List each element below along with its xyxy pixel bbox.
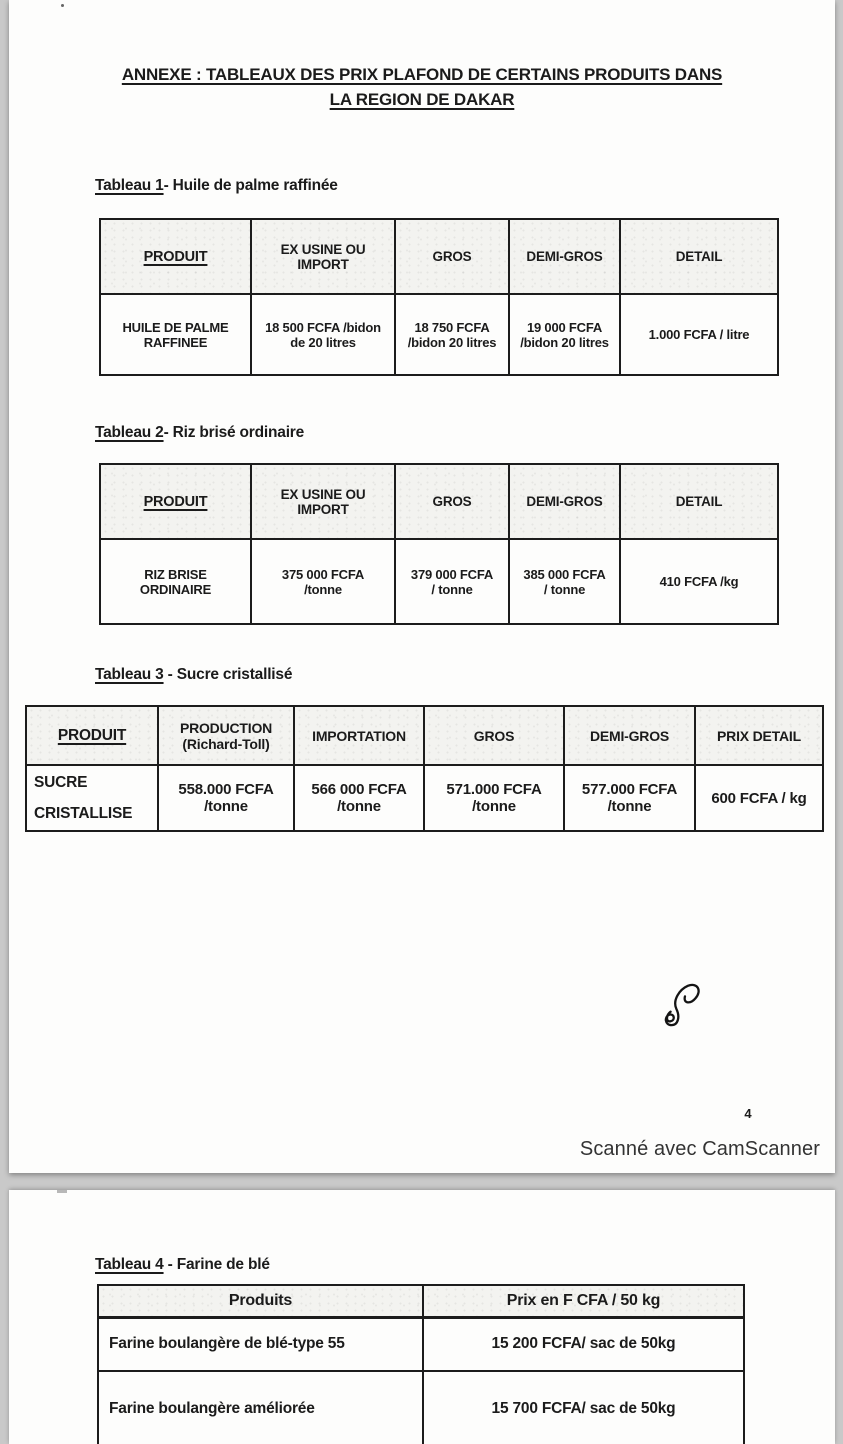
header-cell-demi-gros: DEMI-GROS xyxy=(563,705,696,766)
header-cell-detail: DETAIL xyxy=(619,463,779,540)
data-cell-demi-gros: 385 000 FCFA / tonne xyxy=(508,538,621,625)
table-1-heading-label: Tableau 1 xyxy=(95,177,164,194)
scanned-page-2: Tableau 4 - Farine de blé Produits Prix … xyxy=(9,1190,835,1444)
header-cell-produit: PRODUIT xyxy=(99,463,252,540)
table-row: RIZ BRISE ORDINAIRE 375 000 FCFA /tonne … xyxy=(99,538,779,625)
document-title-line-1: ANNEXE : TABLEAUX DES PRIX PLAFOND DE CE… xyxy=(121,65,723,84)
table-3-heading-rest: - Sucre cristallisé xyxy=(163,666,293,683)
header-cell-ex-usine: EX USINE OU IMPORT xyxy=(250,463,396,540)
table-3-heading: Tableau 3 - Sucre cristallisé xyxy=(95,666,292,684)
header-cell-prix: Prix en F CFA / 50 kg xyxy=(422,1284,745,1319)
table-2-heading: Tableau 2- Riz brisé ordinaire xyxy=(95,424,304,442)
header-cell-importation: IMPORTATION xyxy=(293,705,425,766)
data-cell-produit: Farine boulangère améliorée xyxy=(97,1370,424,1444)
scanned-page-1: ANNEXE : TABLEAUX DES PRIX PLAFOND DE CE… xyxy=(9,0,835,1173)
data-cell-produit: HUILE DE PALME RAFFINEE xyxy=(99,293,252,376)
header-cell-produit: PRODUIT xyxy=(25,705,159,766)
data-cell-gros: 379 000 FCFA / tonne xyxy=(394,538,510,625)
data-cell-prix: 15 700 FCFA/ sac de 50kg xyxy=(422,1370,745,1444)
data-cell-produit: Farine boulangère de blé-type 55 xyxy=(97,1316,424,1372)
camscanner-watermark: Scanné avec CamScanner xyxy=(579,1138,820,1160)
header-cell-ex-usine: EX USINE OU IMPORT xyxy=(250,218,396,295)
data-cell-gros: 18 750 FCFA /bidon 20 litres xyxy=(394,293,510,376)
data-cell-prix-detail: 600 FCFA / kg xyxy=(694,764,824,832)
page-number: 4 xyxy=(744,1106,752,1121)
data-cell-detail: 410 FCFA /kg xyxy=(619,538,779,625)
table-row: SUCRE CRISTALLISE 558.000 FCFA /tonne 56… xyxy=(25,764,824,832)
signature-scribble-icon xyxy=(664,983,700,1027)
price-table-sucre-cristallise: PRODUIT PRODUCTION (Richard-Toll) IMPORT… xyxy=(25,705,824,832)
table-1-heading-rest: - Huile de palme raffinée xyxy=(163,177,338,194)
price-table-huile-de-palme: PRODUIT EX USINE OU IMPORT GROS DEMI-GRO… xyxy=(99,218,779,376)
header-cell-gros: GROS xyxy=(394,218,510,295)
header-cell-gros: GROS xyxy=(394,463,510,540)
table-row: Farine boulangère améliorée 15 700 FCFA/… xyxy=(97,1370,745,1444)
data-cell-gros: 571.000 FCFA /tonne xyxy=(423,764,565,832)
scan-artifact-dot xyxy=(61,4,64,7)
header-cell-gros: GROS xyxy=(423,705,565,766)
header-cell-produits: Produits xyxy=(97,1284,424,1319)
table-4-heading-rest: - Farine de blé xyxy=(163,1256,270,1273)
table-row: Farine boulangère de blé-type 55 15 200 … xyxy=(97,1316,745,1372)
table-row: HUILE DE PALME RAFFINEE 18 500 FCFA /bid… xyxy=(99,293,779,376)
header-cell-produit: PRODUIT xyxy=(99,218,252,295)
data-cell-produit: RIZ BRISE ORDINAIRE xyxy=(99,538,252,625)
table-4-heading-label: Tableau 4 xyxy=(95,1256,164,1273)
price-table-riz-brise: PRODUIT EX USINE OU IMPORT GROS DEMI-GRO… xyxy=(99,463,779,625)
data-cell-ex-usine: 375 000 FCFA /tonne xyxy=(250,538,396,625)
table-header-row: PRODUIT EX USINE OU IMPORT GROS DEMI-GRO… xyxy=(99,463,779,540)
table-header-row: PRODUIT PRODUCTION (Richard-Toll) IMPORT… xyxy=(25,705,824,766)
table-2-heading-rest: - Riz brisé ordinaire xyxy=(163,424,305,441)
document-title: ANNEXE : TABLEAUX DES PRIX PLAFOND DE CE… xyxy=(9,62,835,112)
header-cell-demi-gros: DEMI-GROS xyxy=(508,463,621,540)
table-header-row: Produits Prix en F CFA / 50 kg xyxy=(97,1284,745,1319)
table-3-heading-label: Tableau 3 xyxy=(95,666,164,683)
table-1-heading: Tableau 1- Huile de palme raffinée xyxy=(95,177,338,195)
document-title-line-2: LA REGION DE DAKAR xyxy=(329,90,515,109)
scan-artifact-dash xyxy=(57,1190,67,1193)
data-cell-demi-gros: 577.000 FCFA /tonne xyxy=(563,764,696,832)
header-cell-demi-gros: DEMI-GROS xyxy=(508,218,621,295)
table-header-row: PRODUIT EX USINE OU IMPORT GROS DEMI-GRO… xyxy=(99,218,779,295)
data-cell-importation: 566 000 FCFA /tonne xyxy=(293,764,425,832)
table-2-heading-label: Tableau 2 xyxy=(95,424,164,441)
table-4-heading: Tableau 4 - Farine de blé xyxy=(95,1256,270,1274)
header-cell-prix-detail: PRIX DETAIL xyxy=(694,705,824,766)
data-cell-production: 558.000 FCFA /tonne xyxy=(157,764,295,832)
price-table-farine-de-ble: Produits Prix en F CFA / 50 kg Farine bo… xyxy=(97,1284,745,1444)
header-cell-detail: DETAIL xyxy=(619,218,779,295)
data-cell-demi-gros: 19 000 FCFA /bidon 20 litres xyxy=(508,293,621,376)
data-cell-prix: 15 200 FCFA/ sac de 50kg xyxy=(422,1316,745,1372)
data-cell-ex-usine: 18 500 FCFA /bidon de 20 litres xyxy=(250,293,396,376)
header-cell-production: PRODUCTION (Richard-Toll) xyxy=(157,705,295,766)
data-cell-detail: 1.000 FCFA / litre xyxy=(619,293,779,376)
data-cell-produit: SUCRE CRISTALLISE xyxy=(25,764,159,832)
